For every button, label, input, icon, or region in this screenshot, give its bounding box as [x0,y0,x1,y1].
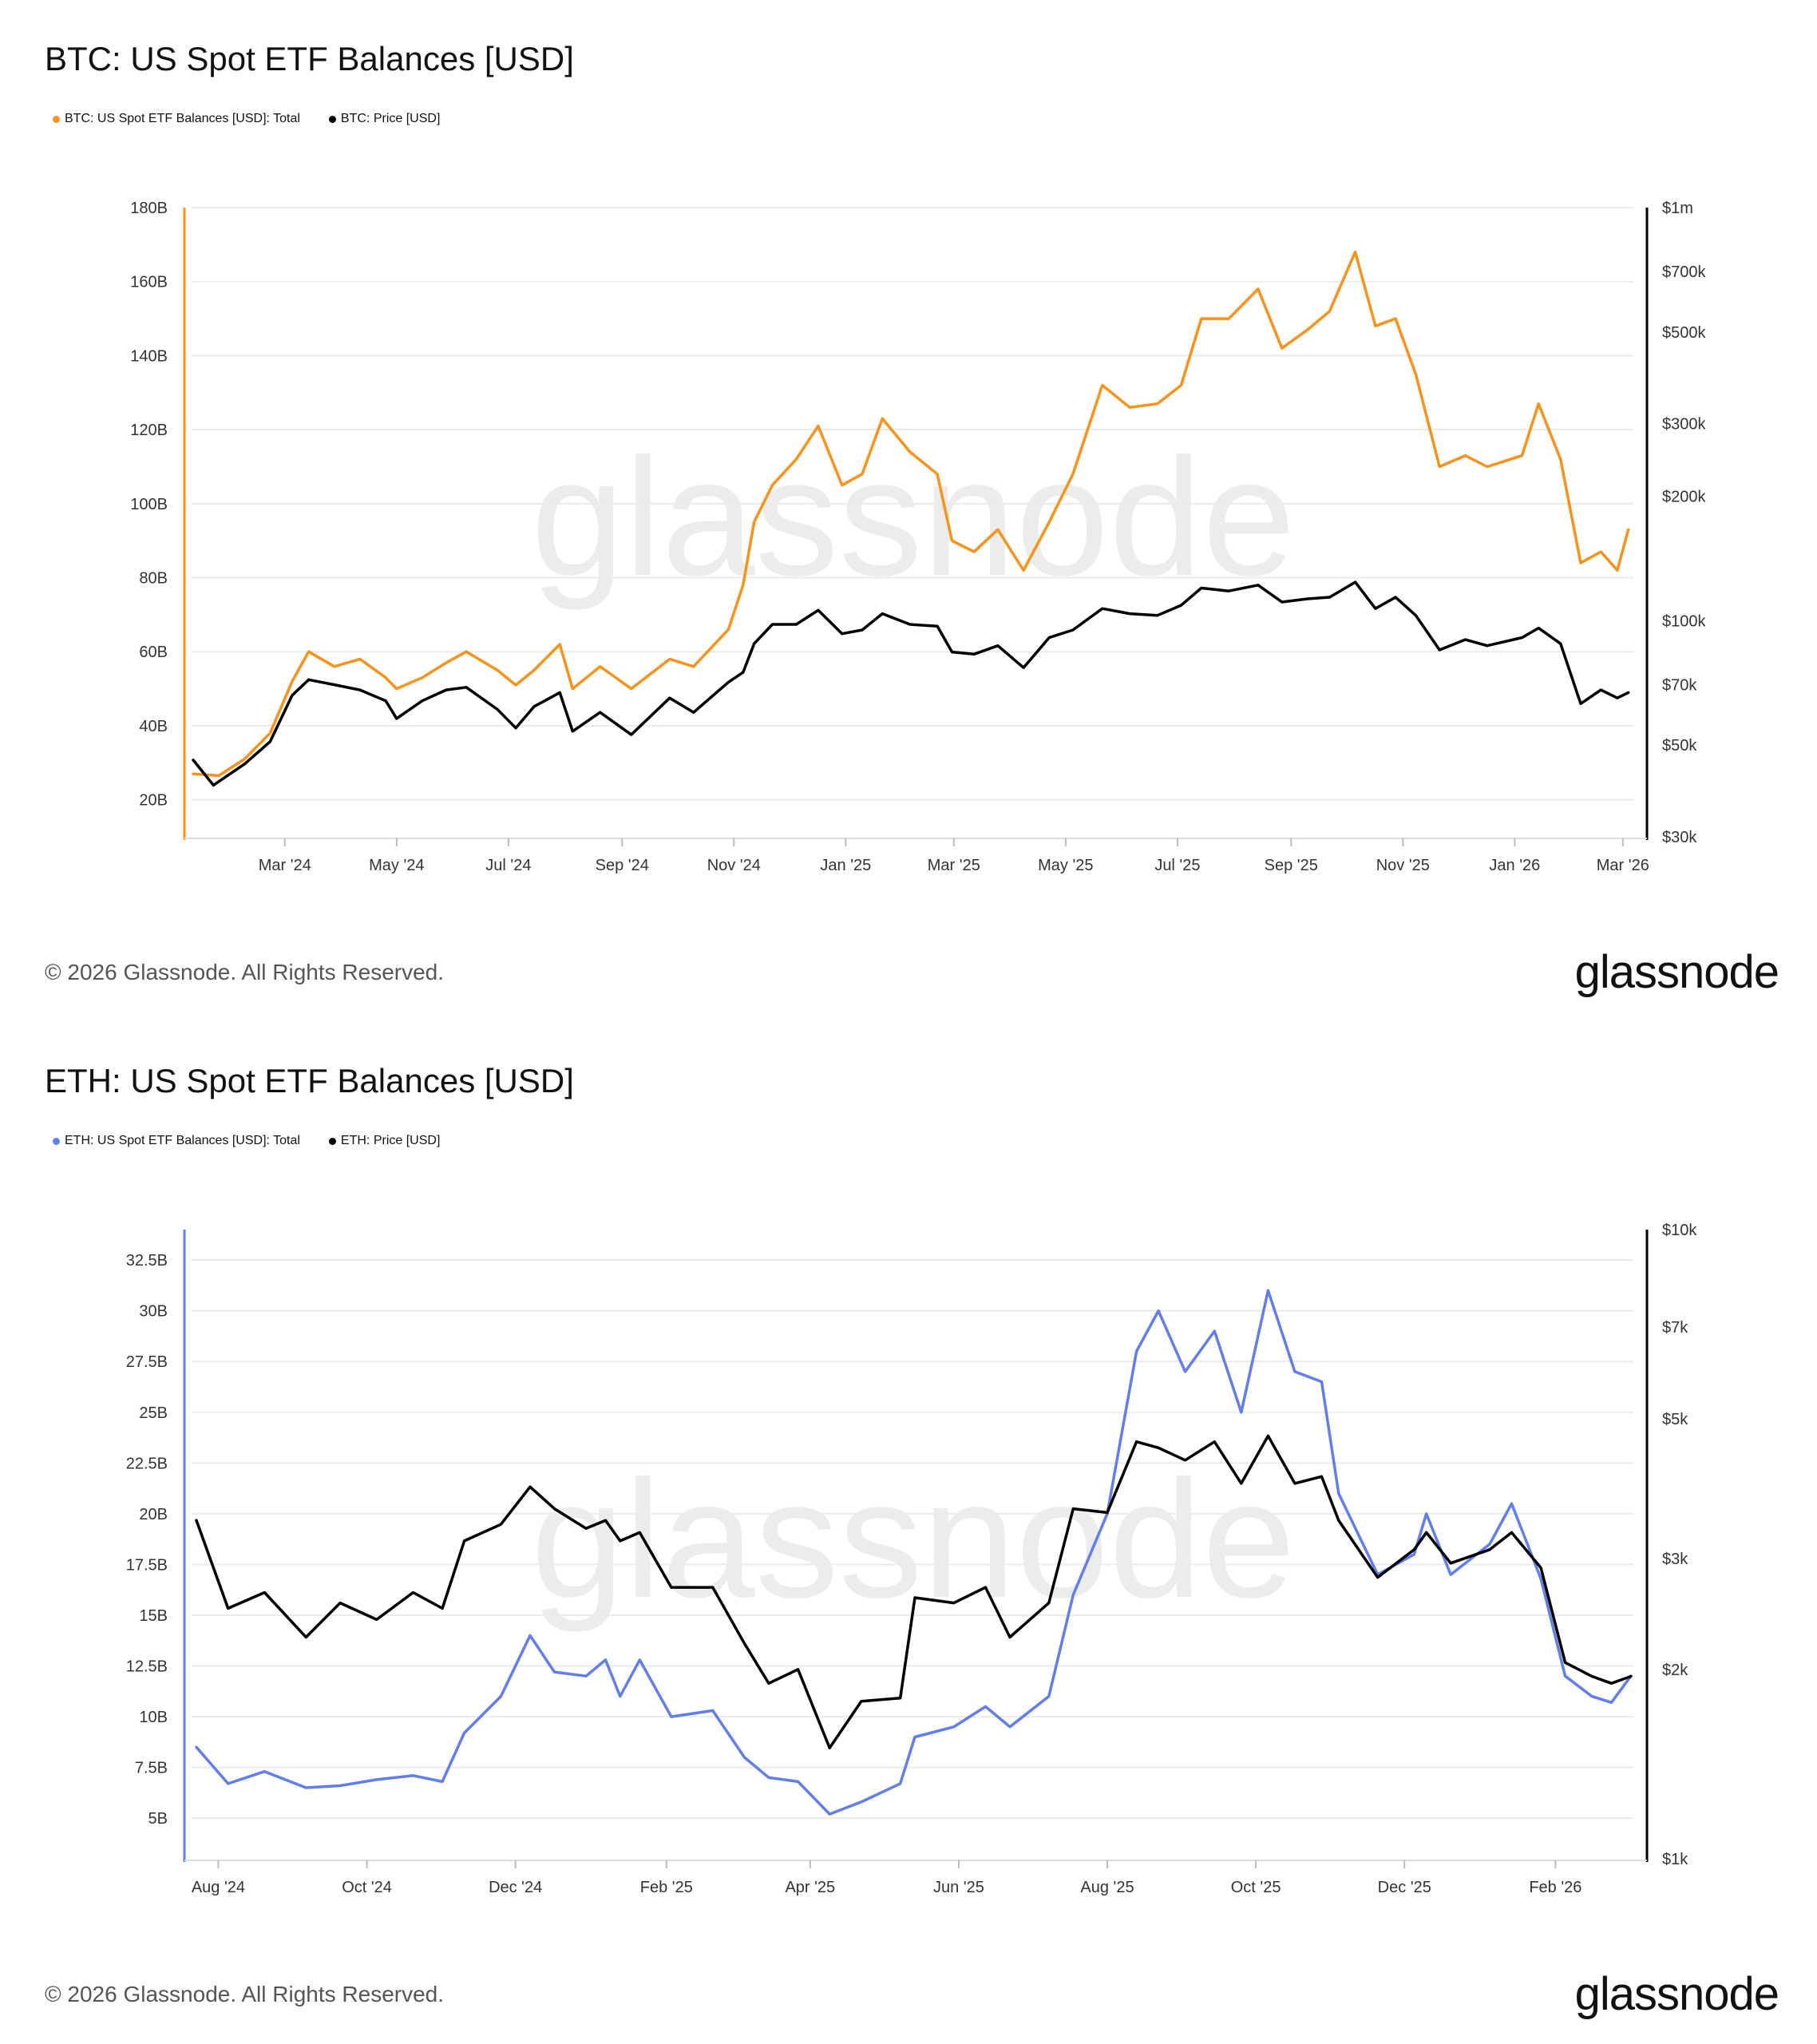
y-left-tick-label: 60B [139,644,168,661]
y-left-tick-label: 30B [139,1303,168,1321]
copyright-text: © 2026 Glassnode. All Rights Reserved. [45,1982,445,2006]
price-series-line[interactable] [195,1434,1633,1749]
legend-label: BTC: Price [USD] [340,112,441,125]
y-right-tick-label: $1k [1662,1851,1688,1868]
y-left-tick-label: 180B [130,200,168,217]
y-right-tick-label: $500k [1662,324,1706,342]
y-left-tick-label: 80B [139,570,168,588]
etf-balance-series-line[interactable] [195,1289,1633,1816]
x-tick-label: Jul '25 [1154,857,1200,874]
watermark-text: glassnode [531,423,1295,611]
x-tick-label: Nov '24 [707,857,761,874]
btc-chart-panel: BTC: US Spot ETF Balances [USD] BTC: US … [0,0,1817,1022]
x-tick-label: Aug '25 [1080,1879,1134,1896]
y-left-tick-label: 12.5B [126,1658,168,1676]
eth-plot-area[interactable]: glassnode 5B 7.5B 10B 12.5B 15B 17.5B 20B 22.5B 2… [0,1022,1817,2044]
y-left-tick-label: 27.5B [126,1353,168,1371]
x-tick-label: Mar '25 [928,857,980,874]
y-right-tick-label: $50k [1662,737,1697,755]
x-tick-label: Oct '25 [1231,1879,1281,1896]
legend-label: BTC: US Spot ETF Balances [USD]: Total [65,112,300,125]
legend-label: ETH: US Spot ETF Balances [USD]: Total [65,1134,300,1147]
y-right-tick-label: $2k [1662,1662,1688,1679]
x-tick-label: Sep '24 [596,857,649,874]
y-left-tick-label: 32.5B [126,1252,168,1270]
y-right-tick-label: $30k [1662,829,1697,846]
y-right-tick-label: $100k [1662,612,1706,630]
y-left-tick-label: 40B [139,718,168,735]
x-tick-label: Oct '24 [342,1879,392,1896]
y-left-tick-label: 20B [139,1506,168,1523]
brand-logo: glassnode [1574,946,1779,998]
x-tick-label: Sep '25 [1265,857,1318,874]
x-tick-label: Jan '25 [820,857,871,874]
y-left-tick-label: 7.5B [135,1760,168,1777]
x-tick-label: Nov '25 [1376,857,1430,874]
x-tick-label: May '24 [369,857,424,874]
y-right-tick-label: $5k [1662,1411,1688,1428]
x-tick-label: Apr '25 [785,1879,835,1896]
y-right-tick-label: $70k [1662,677,1697,695]
x-tick-label: Aug '24 [192,1879,245,1896]
y-left-tick-label: 10B [139,1709,168,1726]
y-right-tick-label: $10k [1662,1222,1697,1239]
legend-dot-icon [328,1137,336,1145]
y-left-tick-label: 120B [130,422,168,439]
y-left-tick-label: 22.5B [126,1455,168,1472]
etf-balance-series-line[interactable] [192,250,1630,778]
legend-dot-icon [53,1137,60,1145]
legend-item-etf-balance[interactable]: ETH: US Spot ETF Balances [USD]: Total [53,1134,300,1148]
x-tick-label: Feb '25 [640,1879,693,1896]
y-right-tick-label: $700k [1662,263,1706,281]
x-tick-label: Jun '25 [933,1879,984,1896]
y-left-tick-label: 20B [139,792,168,810]
y-left-tick-label: 17.5B [126,1556,168,1574]
x-tick-label: Dec '24 [489,1879,542,1896]
y-right-tick-label: $1m [1662,200,1693,217]
y-left-tick-label: 100B [130,496,168,513]
y-right-tick-label: $3k [1662,1551,1688,1568]
x-tick-label: Dec '25 [1378,1879,1431,1896]
eth-chart-panel: ETH: US Spot ETF Balances [USD] ETH: US … [0,1022,1817,2044]
y-left-tick-label: 140B [130,347,168,365]
y-left-tick-label: 25B [139,1404,168,1422]
x-tick-label: Feb '26 [1529,1879,1581,1896]
y-left-tick-label: 5B [148,1810,168,1828]
legend-item-price[interactable]: ETH: Price [USD] [328,1134,441,1148]
y-left-tick-label: 15B [139,1607,168,1625]
legend-item-etf-balance[interactable]: BTC: US Spot ETF Balances [USD]: Total [53,112,300,126]
y-right-tick-label: $300k [1662,416,1706,434]
copyright-text: © 2026 Glassnode. All Rights Reserved. [45,960,445,984]
y-left-tick-label: 160B [130,274,168,291]
price-series-line[interactable] [192,580,1630,787]
x-tick-label: Mar '24 [259,857,311,874]
legend-item-price[interactable]: BTC: Price [USD] [328,112,441,126]
chart-title: BTC: US Spot ETF Balances [USD] [45,40,574,77]
legend-dot-icon [328,115,336,123]
x-tick-label: Jul '24 [485,857,531,874]
brand-logo: glassnode [1574,1968,1779,2020]
btc-plot-area[interactable]: glassnode 20B 40B 60B 80B 100B 120B 140B 160B 180… [0,0,1817,1022]
y-right-tick-label: $7k [1662,1319,1688,1337]
chart-title: ETH: US Spot ETF Balances [USD] [45,1062,574,1099]
x-tick-label: Jan '26 [1489,857,1540,874]
legend-label: ETH: Price [USD] [340,1134,441,1147]
chart-legend: ETH: US Spot ETF Balances [USD]: Total E… [53,1134,440,1148]
x-tick-label: Mar '26 [1597,857,1649,874]
legend-dot-icon [53,115,60,123]
y-right-tick-label: $200k [1662,489,1706,506]
x-tick-label: May '25 [1038,857,1093,874]
chart-legend: BTC: US Spot ETF Balances [USD]: Total B… [53,112,440,126]
